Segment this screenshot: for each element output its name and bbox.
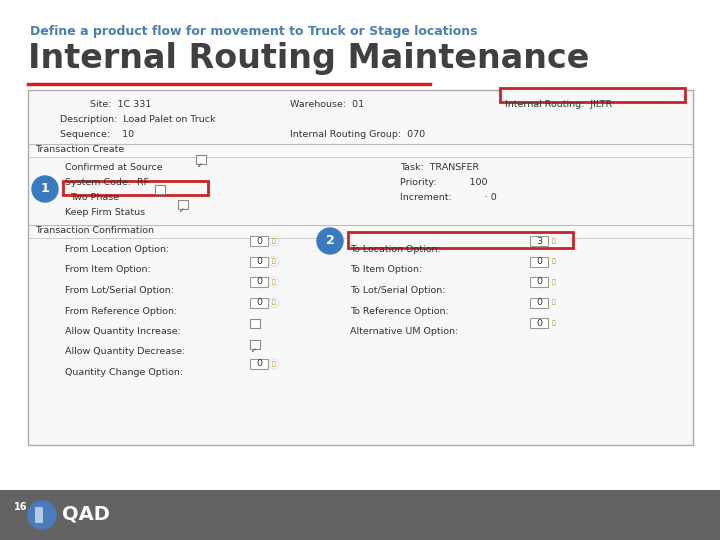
Text: Quantity Change Option:: Quantity Change Option: <box>65 368 183 377</box>
Text: Sequence:    10: Sequence: 10 <box>60 130 134 139</box>
Text: System Code:  RF: System Code: RF <box>65 178 149 187</box>
FancyBboxPatch shape <box>155 185 165 194</box>
FancyBboxPatch shape <box>530 236 548 246</box>
Text: 🔍: 🔍 <box>272 238 276 244</box>
Text: 🔍: 🔍 <box>272 279 276 285</box>
Text: Increment:           · 0: Increment: · 0 <box>400 193 497 202</box>
Text: Allow Quantity Increase:: Allow Quantity Increase: <box>65 327 181 336</box>
Circle shape <box>28 501 56 529</box>
Text: Description:  Load Palet on Truck: Description: Load Palet on Truck <box>60 115 215 124</box>
FancyBboxPatch shape <box>178 200 188 209</box>
Text: 0: 0 <box>256 360 262 368</box>
Text: Internal Routing Group:  070: Internal Routing Group: 070 <box>290 130 425 139</box>
Text: Define a product flow for movement to Truck or Stage locations: Define a product flow for movement to Tr… <box>30 25 477 38</box>
Text: Alternative UM Option:: Alternative UM Option: <box>350 327 458 336</box>
Text: ✓: ✓ <box>197 163 203 169</box>
Text: 1: 1 <box>40 183 50 195</box>
FancyBboxPatch shape <box>250 319 260 328</box>
Text: Site:  1C 331: Site: 1C 331 <box>90 100 151 109</box>
FancyBboxPatch shape <box>250 256 268 267</box>
Text: From Location Option:: From Location Option: <box>65 245 169 254</box>
FancyBboxPatch shape <box>530 256 548 267</box>
Text: 🔍: 🔍 <box>272 259 276 264</box>
Text: To Location Option:: To Location Option: <box>350 245 441 254</box>
Text: From Lot/Serial Option:: From Lot/Serial Option: <box>65 286 174 295</box>
FancyBboxPatch shape <box>348 232 573 248</box>
Text: 16: 16 <box>14 502 27 512</box>
FancyBboxPatch shape <box>250 236 268 246</box>
Text: 🔍: 🔍 <box>552 279 556 285</box>
Text: To Reference Option:: To Reference Option: <box>350 307 449 315</box>
Text: To Lot/Serial Option:: To Lot/Serial Option: <box>350 286 446 295</box>
Circle shape <box>32 176 58 202</box>
Text: Internal Routing Maintenance: Internal Routing Maintenance <box>28 42 590 75</box>
Text: 0: 0 <box>536 298 542 307</box>
FancyBboxPatch shape <box>500 88 685 102</box>
FancyBboxPatch shape <box>530 298 548 307</box>
Text: 🔍: 🔍 <box>552 238 556 244</box>
Text: Internal Routing:  JILTR: Internal Routing: JILTR <box>505 100 612 109</box>
Text: Task:  TRANSFER: Task: TRANSFER <box>400 163 479 172</box>
FancyBboxPatch shape <box>530 277 548 287</box>
Text: 0: 0 <box>256 257 262 266</box>
Text: Transaction Confirmation: Transaction Confirmation <box>35 226 154 235</box>
Circle shape <box>317 228 343 254</box>
FancyBboxPatch shape <box>196 155 206 164</box>
Text: ✓: ✓ <box>251 348 257 354</box>
Text: 🔍: 🔍 <box>552 320 556 326</box>
FancyBboxPatch shape <box>250 277 268 287</box>
Text: Two Phase: Two Phase <box>70 193 119 202</box>
FancyBboxPatch shape <box>0 490 720 540</box>
Text: Keep Firm Status: Keep Firm Status <box>65 208 145 217</box>
Text: 0: 0 <box>256 278 262 287</box>
Text: 0: 0 <box>256 237 262 246</box>
Text: From Item Option:: From Item Option: <box>65 266 150 274</box>
FancyBboxPatch shape <box>250 359 268 369</box>
Text: 2: 2 <box>325 234 334 247</box>
Text: Warehouse:  01: Warehouse: 01 <box>290 100 364 109</box>
FancyBboxPatch shape <box>530 318 548 328</box>
FancyBboxPatch shape <box>250 298 268 307</box>
Text: Confirmed at Source: Confirmed at Source <box>65 163 163 172</box>
Text: 0: 0 <box>536 257 542 266</box>
Text: 🔍: 🔍 <box>552 259 556 264</box>
Text: 3: 3 <box>536 237 542 246</box>
Text: 0: 0 <box>256 298 262 307</box>
Text: From Reference Option:: From Reference Option: <box>65 307 177 315</box>
Text: Allow Quantity Decrease:: Allow Quantity Decrease: <box>65 348 185 356</box>
Text: 0: 0 <box>536 319 542 327</box>
FancyBboxPatch shape <box>28 90 693 445</box>
Text: 0: 0 <box>536 278 542 287</box>
FancyBboxPatch shape <box>35 507 43 523</box>
Text: Transaction Create: Transaction Create <box>35 145 125 154</box>
FancyBboxPatch shape <box>250 340 260 348</box>
Text: To Item Option:: To Item Option: <box>350 266 422 274</box>
Text: 🔍: 🔍 <box>272 300 276 305</box>
Text: 🔍: 🔍 <box>272 361 276 367</box>
Text: Priority:           100: Priority: 100 <box>400 178 487 187</box>
FancyBboxPatch shape <box>63 181 208 195</box>
Text: QAD: QAD <box>62 504 110 523</box>
Text: 🔍: 🔍 <box>552 300 556 305</box>
Text: ✓: ✓ <box>179 208 185 214</box>
